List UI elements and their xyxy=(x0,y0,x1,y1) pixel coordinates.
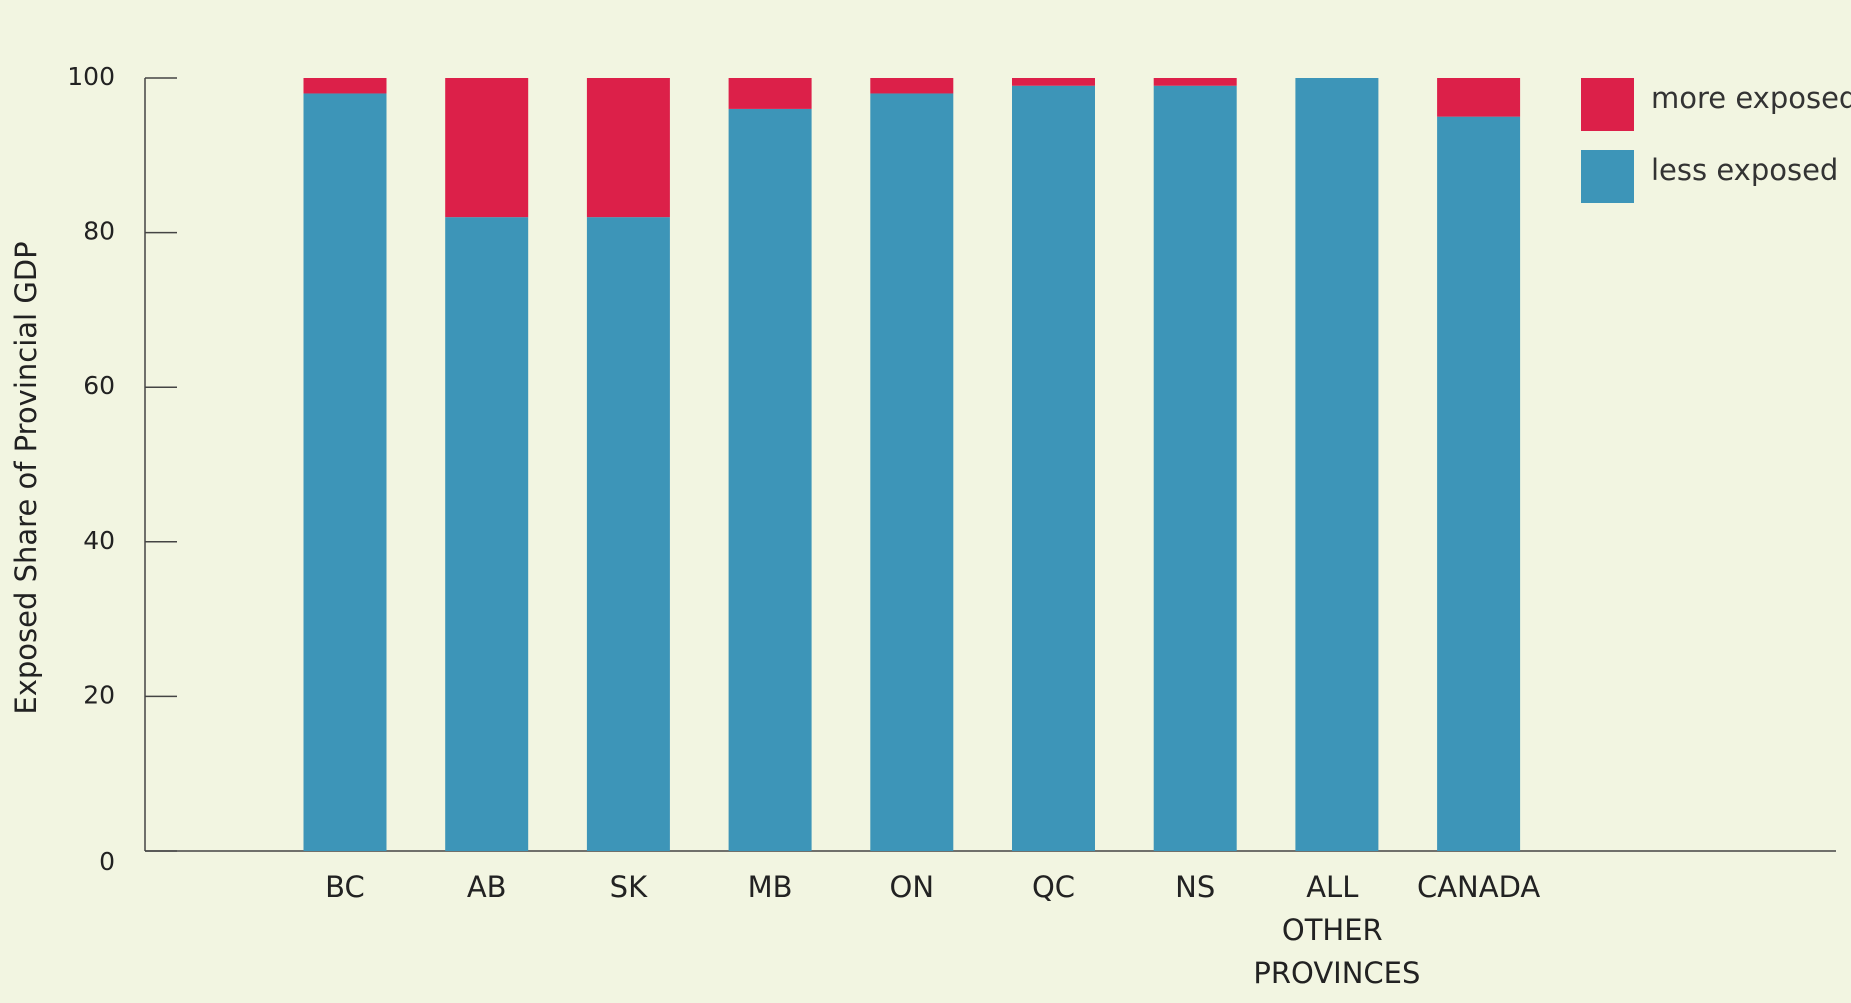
bar-segment xyxy=(1295,78,1379,851)
y-tick-label: 60 xyxy=(83,371,115,400)
y-axis-label: Exposed Share of Provincial GDP xyxy=(9,241,43,714)
legend-swatch xyxy=(1581,78,1634,131)
bar-segment xyxy=(1153,85,1237,852)
bar-segment xyxy=(1153,78,1237,86)
y-tick-label: 100 xyxy=(67,62,115,91)
bar-segment xyxy=(586,78,670,218)
legend-swatch xyxy=(1581,150,1634,203)
x-tick-label: MB xyxy=(748,870,793,904)
y-tick-label: 0 xyxy=(99,847,115,876)
bar-segment xyxy=(303,78,387,94)
bar-segment xyxy=(870,78,954,94)
bar-segment xyxy=(1012,78,1095,86)
bar-segment xyxy=(445,78,529,218)
x-tick-label: NS xyxy=(1175,870,1215,904)
x-tick-label: ON xyxy=(890,870,935,904)
bar-segment xyxy=(1437,78,1521,117)
legend-label: more exposed xyxy=(1651,81,1851,115)
bar-segment xyxy=(728,78,812,109)
bar-segment xyxy=(1012,85,1095,852)
x-tick-label: ALL OTHER PROVINCES xyxy=(1253,870,1420,990)
bar-segment xyxy=(1437,116,1521,851)
x-tick-label: SK xyxy=(610,870,648,904)
x-tick-label: CANADA xyxy=(1417,870,1540,904)
y-tick-label: 20 xyxy=(83,680,115,709)
bar-segment xyxy=(728,108,812,852)
bar-segment xyxy=(586,217,670,851)
y-tick-label: 80 xyxy=(83,217,115,246)
bar-segment xyxy=(303,93,387,851)
x-tick-label: AB xyxy=(467,870,507,904)
y-tick-label: 40 xyxy=(83,526,115,555)
x-tick-label: QC xyxy=(1032,870,1075,904)
x-tick-label: BC xyxy=(325,870,365,904)
legend-label: less exposed xyxy=(1651,153,1838,187)
bar-segment xyxy=(445,217,529,851)
bar-segment xyxy=(870,93,954,851)
